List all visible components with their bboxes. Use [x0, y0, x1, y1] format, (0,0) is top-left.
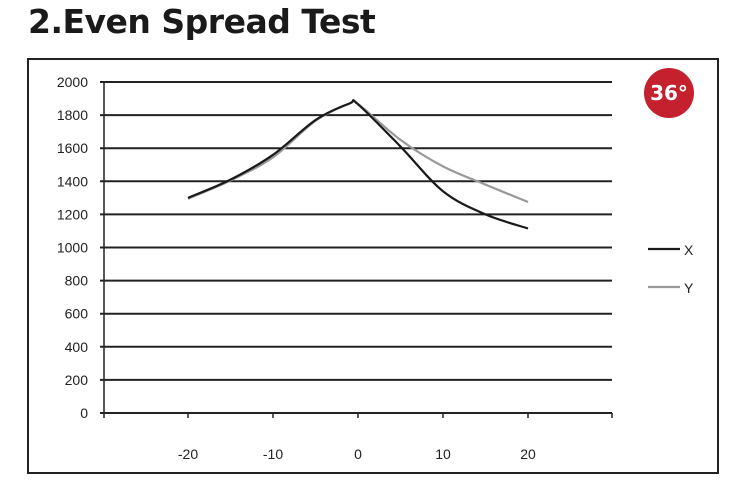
x-tick-label: -10 — [263, 446, 283, 462]
y-tick-label: 200 — [65, 372, 89, 388]
legend-label-y: Y — [684, 280, 694, 296]
x-tick-label: 20 — [520, 446, 536, 462]
y-tick-label: 1600 — [57, 140, 88, 156]
y-tick-label: 600 — [65, 306, 89, 322]
y-tick-label: 1200 — [57, 206, 88, 222]
series-line-x — [187, 99, 529, 230]
y-tick-label: 2000 — [57, 74, 88, 90]
x-tick-label: 10 — [435, 446, 451, 462]
x-tick-label: -20 — [178, 446, 198, 462]
y-tick-label: 1000 — [57, 240, 88, 256]
chart-frame — [27, 58, 719, 474]
angle-badge: 36° — [644, 68, 694, 118]
y-tick-label: 1800 — [57, 107, 88, 123]
y-tick-label: 1400 — [57, 173, 88, 189]
y-tick-label: 800 — [65, 273, 89, 289]
y-tick-label: 400 — [65, 339, 89, 355]
legend-label-x: X — [684, 242, 694, 258]
y-tick-label: 0 — [80, 405, 88, 421]
x-tick-label: 0 — [354, 446, 362, 462]
page-title: 2.Even Spread Test — [28, 2, 376, 41]
